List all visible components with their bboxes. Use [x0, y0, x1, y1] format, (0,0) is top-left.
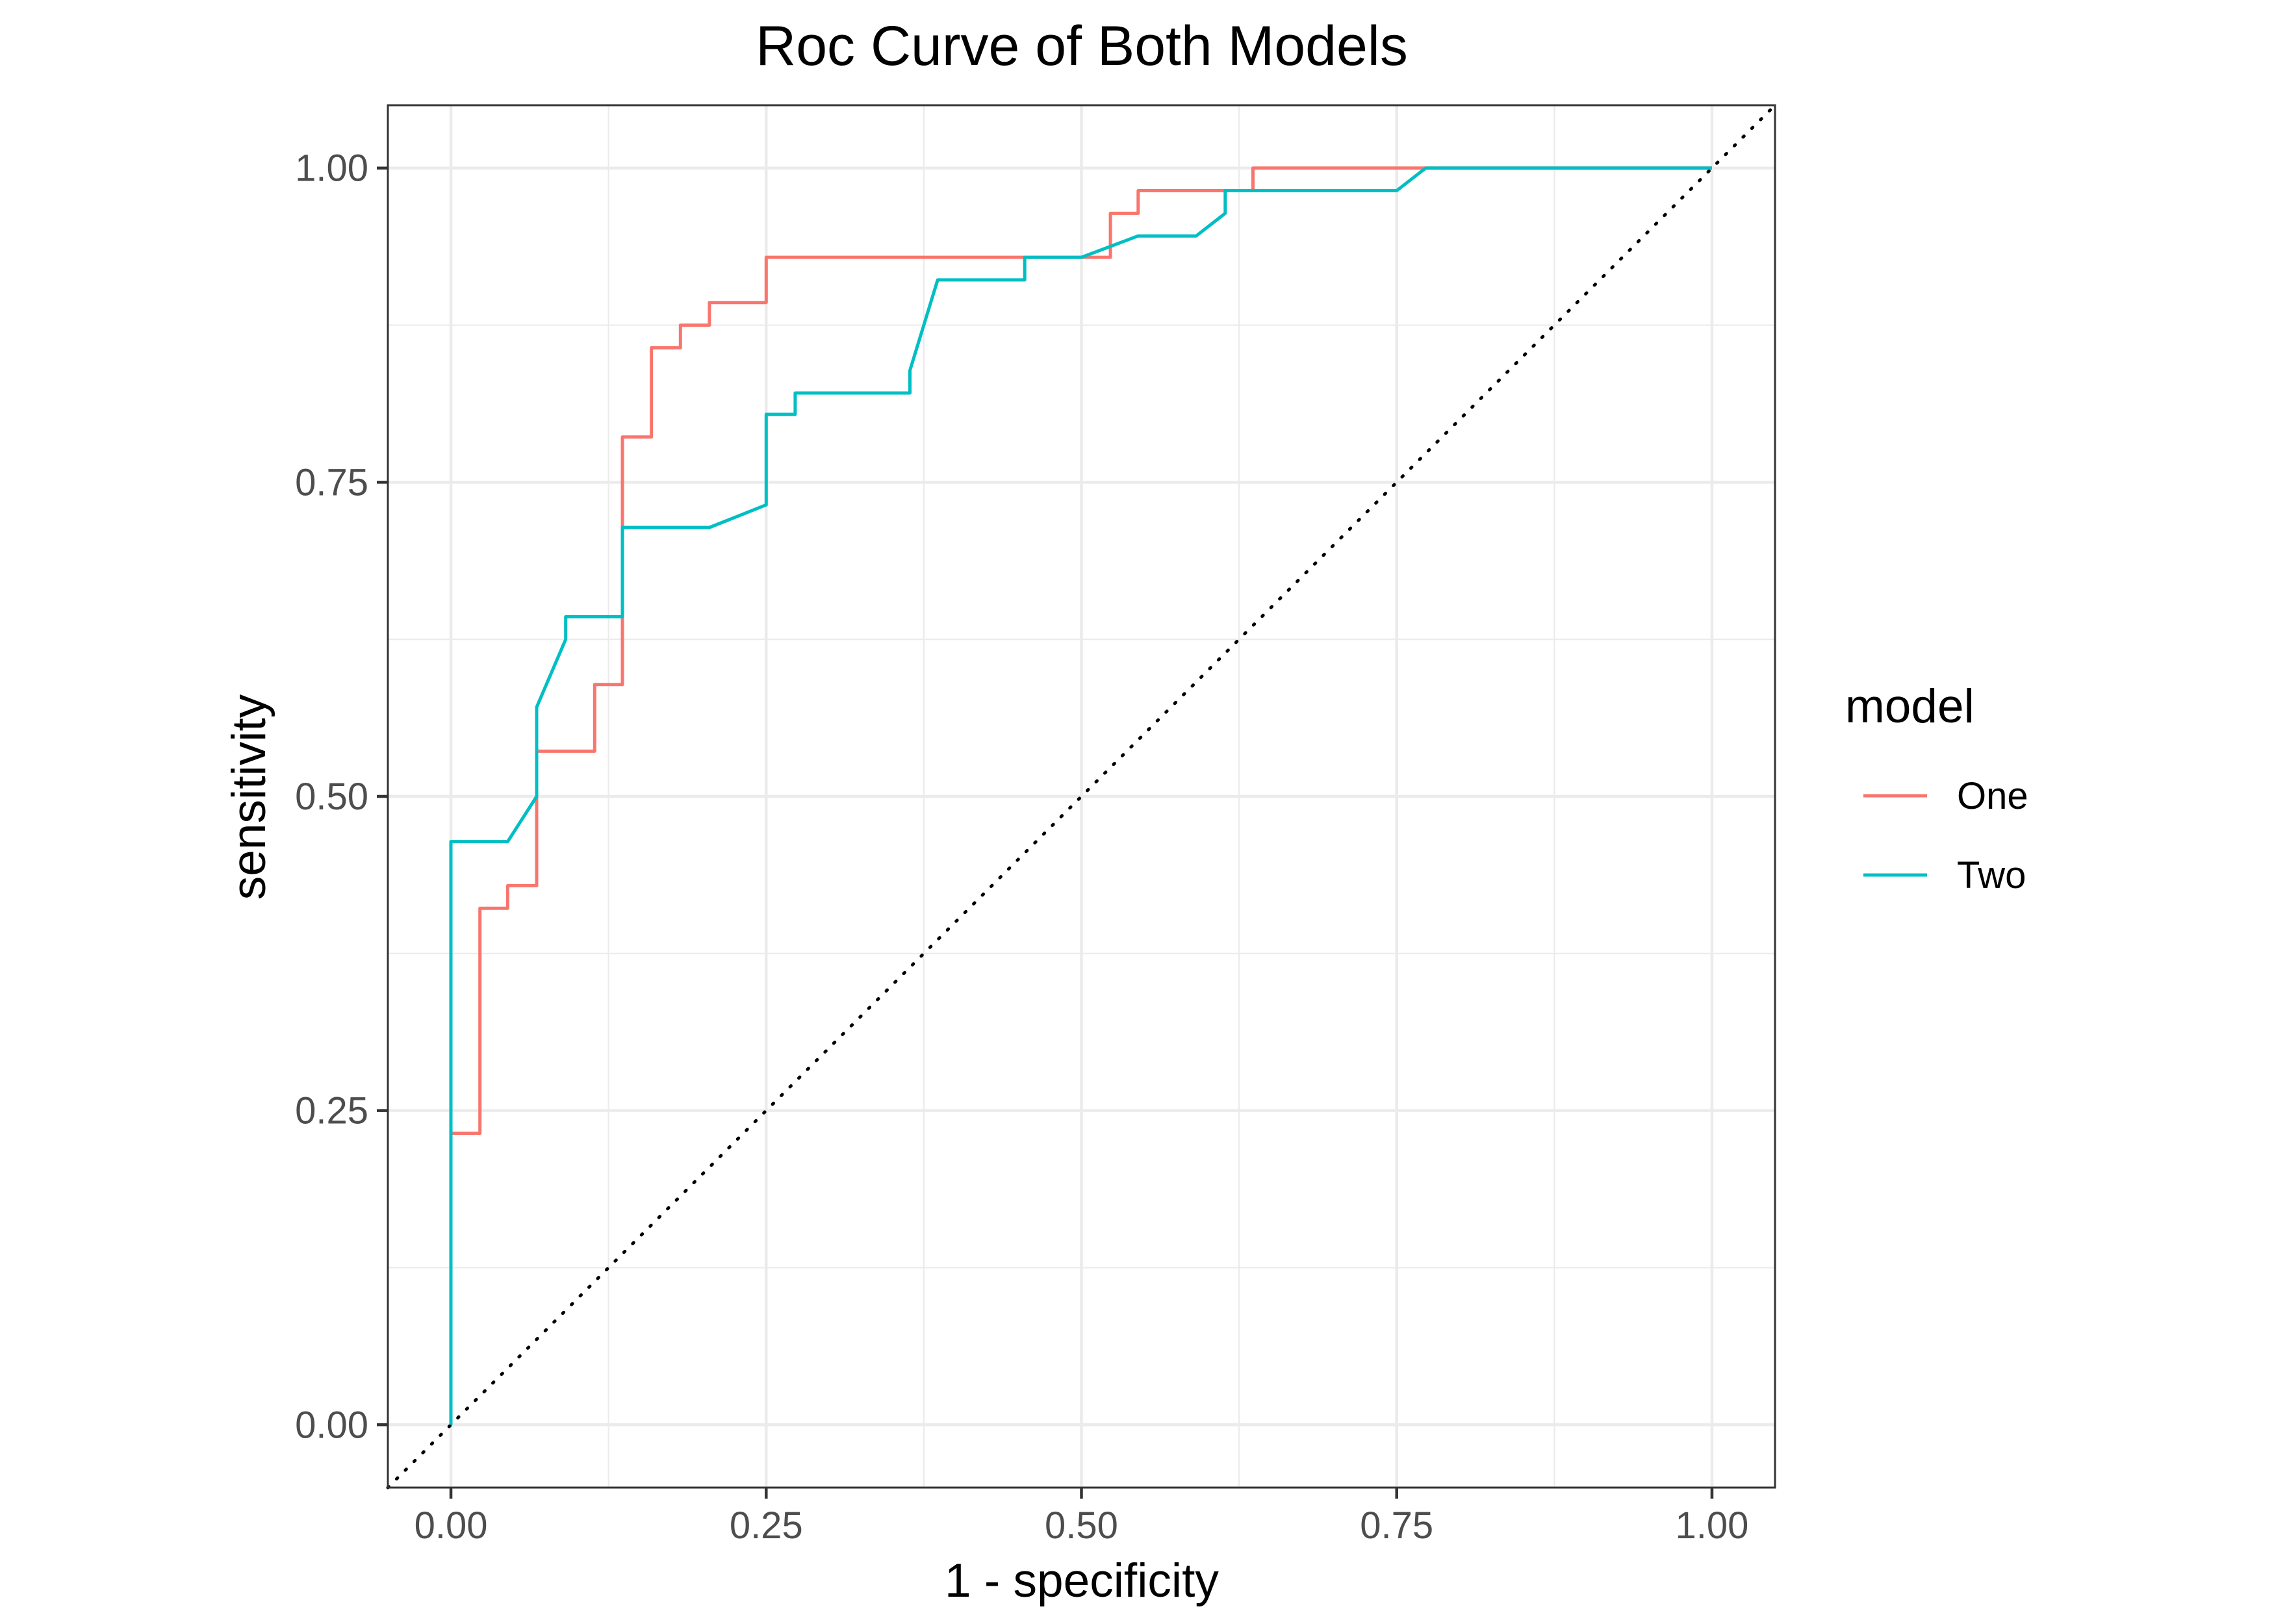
- reference-line-layer: [386, 103, 1777, 1490]
- grid-layer: [388, 105, 1775, 1488]
- chart-title: Roc Curve of Both Models: [756, 15, 1408, 77]
- x-tick-label: 0.75: [1360, 1504, 1433, 1547]
- reference-diagonal-line: [386, 103, 1777, 1490]
- y-tick-label: 0.75: [295, 461, 368, 503]
- series-layer: [449, 166, 1712, 1425]
- series-line-one: [449, 166, 1712, 1425]
- ticks-layer: 0.00 0.25 0.50 0.75 1.00 0.00 0.25 0.50 0.75 1.00: [295, 147, 1748, 1547]
- legend: model One Two: [1845, 680, 2028, 896]
- y-tick-label: 0.25: [295, 1090, 368, 1132]
- legend-label-two: Two: [1957, 854, 2026, 896]
- series-line-two: [449, 166, 1712, 1425]
- y-axis-title: sensitivity: [223, 694, 275, 900]
- x-tick-label: 1.00: [1676, 1504, 1749, 1547]
- y-tick-label: 1.00: [295, 147, 368, 190]
- y-tick-label: 0.00: [295, 1404, 368, 1446]
- legend-label-one: One: [1957, 775, 2028, 817]
- x-tick-label: 0.00: [415, 1504, 488, 1547]
- x-axis-title: 1 - specificity: [945, 1554, 1219, 1607]
- x-tick-label: 0.25: [730, 1504, 803, 1547]
- y-tick-label: 0.50: [295, 776, 368, 818]
- x-tick-label: 0.50: [1045, 1504, 1118, 1547]
- legend-title: model: [1845, 680, 1974, 733]
